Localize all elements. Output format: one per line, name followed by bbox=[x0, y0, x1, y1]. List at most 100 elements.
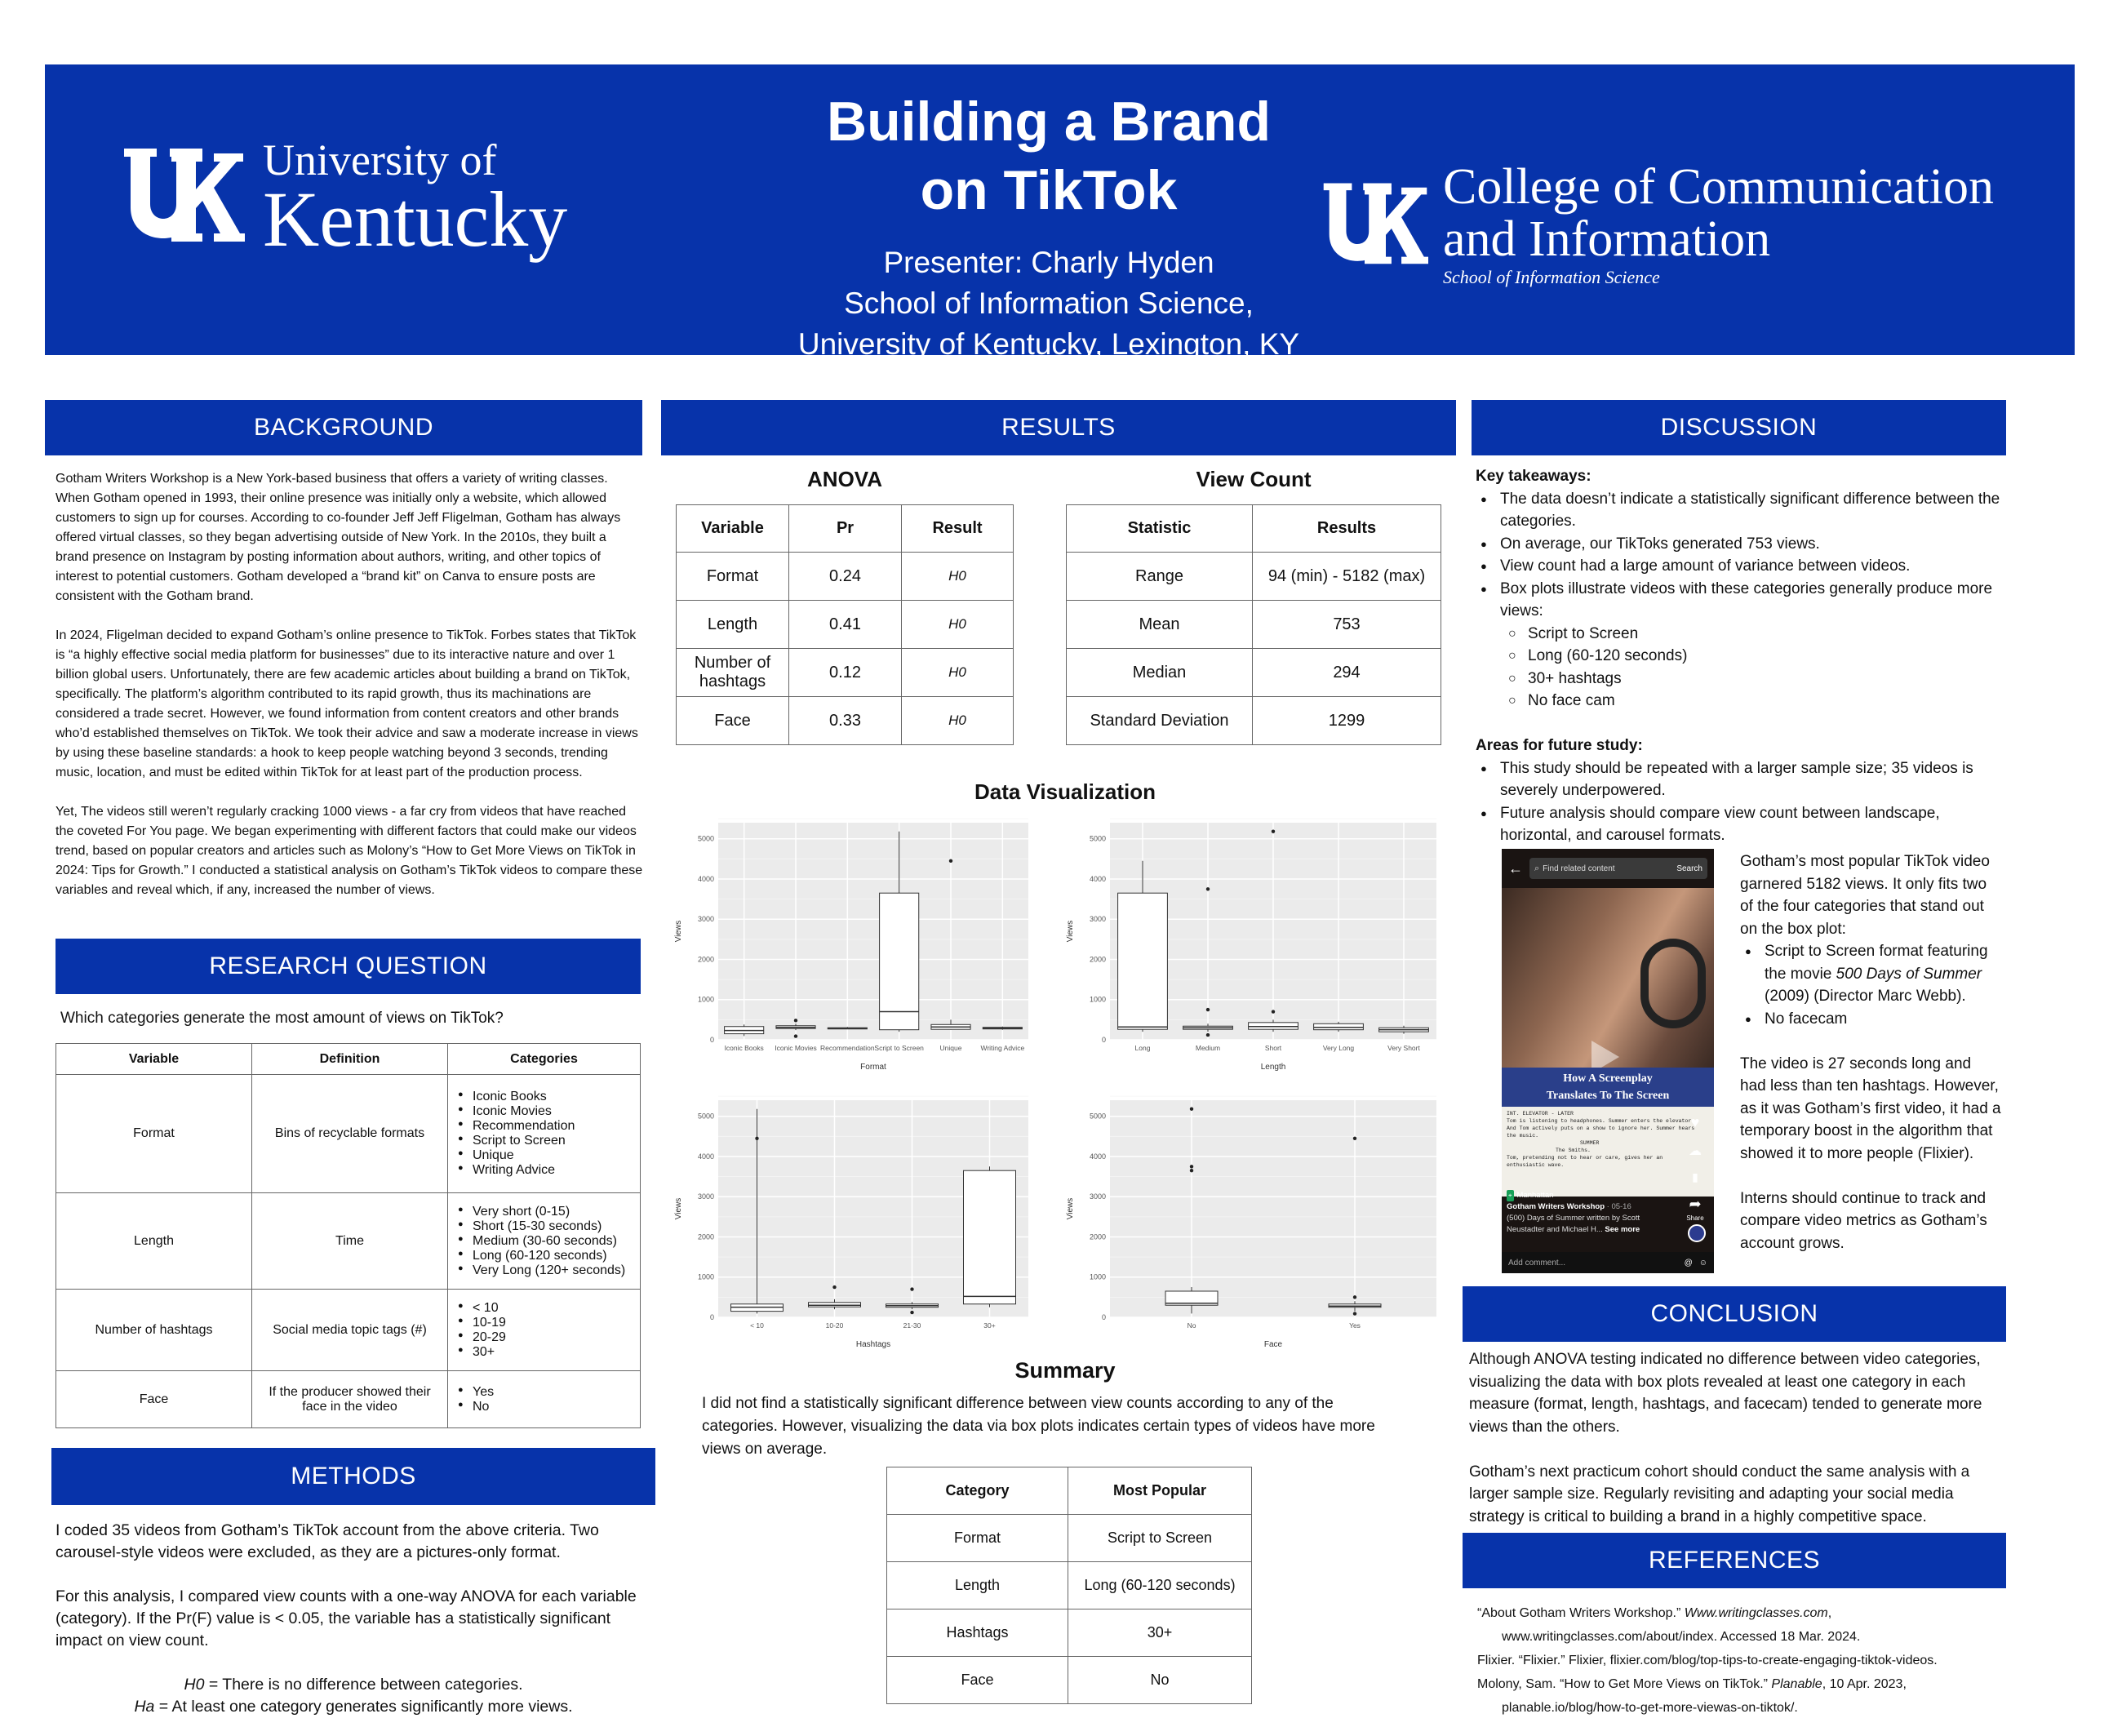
background-paragraph: Yet, The videos still weren’t regularly … bbox=[55, 805, 643, 897]
table-cell: Long (60-120 seconds) bbox=[1068, 1561, 1252, 1609]
see-more-link[interactable]: See more bbox=[1605, 1225, 1640, 1234]
y-tick-label: 2000 bbox=[1090, 1232, 1106, 1241]
uk-mark-icon bbox=[124, 149, 245, 242]
table-row: Hashtags 30+ bbox=[886, 1609, 1252, 1657]
outlier-point bbox=[948, 859, 953, 863]
list-item-text: Box plots illustrate videos with these c… bbox=[1500, 579, 1993, 620]
table-cell: Face bbox=[55, 1370, 252, 1428]
list-item: Box plots illustrate videos with these c… bbox=[1476, 578, 2006, 713]
key-takeaways-title: Key takeaways: bbox=[1476, 468, 1592, 485]
table-cell: Face bbox=[676, 696, 789, 745]
reference-item[interactable]: Flixier. “Flixier.” Flixier, flixier.com… bbox=[1477, 1654, 1938, 1667]
variables-table: Variable Definition Categories Format Bins … bbox=[55, 1043, 641, 1428]
comment-input[interactable]: Add comment... bbox=[1508, 1258, 1566, 1268]
boxplot-chart-format: 0 1000 2000 3000 4000 5000 Iconic Books Iconic … bbox=[674, 818, 1028, 1072]
movie-title: 500 Days of Summer bbox=[1836, 965, 1982, 983]
heart-icon[interactable]: ♥ bbox=[1690, 1114, 1700, 1130]
comment-icon[interactable]: ☁ bbox=[1689, 1144, 1702, 1158]
x-tick-label: < 10 bbox=[750, 1321, 764, 1330]
popular-paragraph: Gotham’s most popular TikTok video garne… bbox=[1740, 853, 1990, 938]
reference-item[interactable]: www.writingclasses.com/about/index. Acce… bbox=[1502, 1630, 1861, 1644]
x-tick-label: 21-30 bbox=[903, 1321, 921, 1330]
overlay-text: How A Screenplay bbox=[1563, 1072, 1653, 1085]
hypothesis-symbol: H0 bbox=[184, 1676, 205, 1694]
discussion-body: Key takeaways: The data doesn’t indicate… bbox=[1476, 465, 2006, 847]
script-line: the music. bbox=[1507, 1133, 1539, 1139]
y-tick-label: 4000 bbox=[1090, 1152, 1106, 1161]
table-cell: Bins of recyclable formats bbox=[251, 1074, 448, 1193]
table-row: Face No bbox=[886, 1656, 1252, 1704]
table-header: Result bbox=[901, 504, 1014, 553]
list-item: No face cam bbox=[1500, 690, 2006, 713]
presenter: Presenter: Charly Hyden bbox=[883, 246, 1214, 279]
y-tick-label: 5000 bbox=[1090, 835, 1106, 843]
y-tick-label: 2000 bbox=[698, 1232, 714, 1241]
x-tick-label: Short bbox=[1265, 1044, 1282, 1052]
box bbox=[1117, 892, 1168, 1030]
x-tick-label: Iconic Movies bbox=[775, 1044, 817, 1052]
methods-paragraph: I coded 35 videos from Gotham’s TikTok a… bbox=[55, 1521, 599, 1561]
uk-logo: University of Kentucky bbox=[122, 138, 567, 259]
results-heading: RESULTS bbox=[661, 400, 1456, 455]
y-tick-label: 3000 bbox=[698, 1192, 714, 1201]
outlier-point bbox=[910, 1310, 914, 1315]
location: University of Kentucky, Lexington, KY bbox=[797, 327, 1300, 361]
script-line: Tom is listening to headphones. Summer e… bbox=[1507, 1118, 1692, 1124]
methods-heading: METHODS bbox=[51, 1448, 655, 1505]
search-bar[interactable]: ⌕ Find related content Search bbox=[1529, 858, 1707, 879]
emoji-icon[interactable]: ☺ bbox=[1698, 1258, 1707, 1268]
methods-paragraph: For this analysis, I compared view count… bbox=[55, 1587, 637, 1649]
search-input[interactable]: Find related content bbox=[1543, 864, 1615, 873]
category-list: YesNo bbox=[458, 1385, 640, 1414]
mention-icon[interactable]: @ bbox=[1684, 1258, 1693, 1268]
summary-title: Summary bbox=[1014, 1358, 1116, 1383]
plot-panel bbox=[718, 823, 1028, 1040]
bookmark-icon[interactable]: ▮ bbox=[1692, 1170, 1698, 1183]
anova-table: Variable Pr Result Format 0.24 H0 Length 0.41… bbox=[676, 504, 1014, 745]
poster-header: University of Kentucky Building a Brand … bbox=[45, 64, 2075, 361]
outlier-point bbox=[1189, 1107, 1194, 1111]
outlier-point bbox=[1352, 1136, 1357, 1140]
key-takeaways-list: The data doesn’t indicate a statisticall… bbox=[1476, 488, 2006, 713]
table-header: Categories bbox=[447, 1043, 641, 1075]
table-cell: H0 bbox=[901, 600, 1014, 649]
title-block: Building a Brand on TikTok Presenter: Ch… bbox=[763, 87, 1334, 365]
account-name[interactable]: Gotham Writers Workshop bbox=[1507, 1202, 1605, 1211]
share-icon[interactable]: ➦ bbox=[1689, 1196, 1702, 1212]
y-tick-label: 5000 bbox=[1090, 1112, 1106, 1121]
side-actions: ♥ ☁ ▮ ➦ Share bbox=[1683, 1114, 1707, 1222]
video-info: ⌖ Manhattan Gotham Writers Workshop · 05-… bbox=[1507, 1190, 1678, 1236]
poster-title-line2: on TikTok bbox=[920, 159, 1178, 221]
share-label: Share bbox=[1686, 1214, 1704, 1222]
avatar[interactable] bbox=[1688, 1224, 1706, 1242]
table-header: Results bbox=[1252, 504, 1441, 553]
future-study-title: Areas for future study: bbox=[1476, 737, 1643, 754]
table-cell: No bbox=[1068, 1656, 1252, 1704]
most-popular-table: Category Most Popular Format Script to Scr… bbox=[886, 1467, 1252, 1704]
table-cell: H0 bbox=[901, 648, 1014, 697]
list-item: Script to Screen bbox=[458, 1134, 640, 1148]
list-item: The data doesn’t indicate a statisticall… bbox=[1476, 488, 2006, 533]
back-arrow-icon[interactable]: ← bbox=[1508, 859, 1523, 877]
script-line: SUMMER bbox=[1580, 1140, 1600, 1146]
title-overlay: How A Screenplay Translates To The Scree… bbox=[1502, 1068, 1714, 1107]
table-cell: Mean bbox=[1066, 600, 1253, 649]
location-label[interactable]: Manhattan bbox=[1516, 1191, 1554, 1200]
list-item: Iconic Books bbox=[458, 1090, 640, 1104]
table-cell: If the producer showed their face in the… bbox=[251, 1370, 448, 1428]
y-axis-label: Views bbox=[674, 921, 683, 943]
outlier-point bbox=[1189, 1169, 1194, 1173]
box bbox=[963, 1170, 1016, 1305]
y-tick-label: 5000 bbox=[698, 1112, 714, 1121]
y-tick-label: 3000 bbox=[1090, 915, 1106, 923]
conclusion-paragraph: Although ANOVA testing indicated no diff… bbox=[1469, 1351, 1982, 1436]
search-button[interactable]: Search bbox=[1676, 864, 1702, 873]
plot-panel bbox=[1110, 1100, 1436, 1317]
background-body: Gotham Writers Workshop is a New York-ba… bbox=[55, 469, 643, 900]
search-icon: ⌕ bbox=[1534, 863, 1540, 873]
outlier-point bbox=[1271, 1010, 1276, 1014]
comment-bar[interactable]: Add comment... @ ☺ bbox=[1502, 1252, 1714, 1273]
reference-item[interactable]: planable.io/blog/how-to-get-more-viewas-… bbox=[1502, 1701, 1798, 1715]
